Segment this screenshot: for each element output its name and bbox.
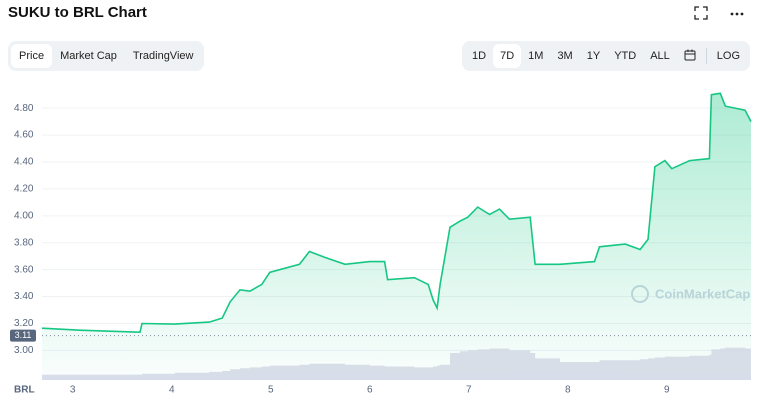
x-tick-label: 3 [70,385,76,396]
tab[interactable]: Market Cap [60,50,117,62]
title: SUKU to BRL Chart [8,4,147,21]
range-button[interactable]: 1Y [586,50,601,62]
current-price-box [10,329,36,342]
current-price-label: 3.11 [15,330,32,340]
y-tick-label: 4.40 [14,157,34,168]
price-area [42,93,751,381]
log-button[interactable]: LOG [716,50,740,62]
x-tick-label: 9 [664,385,670,396]
y-tick-label: 4.00 [14,210,34,221]
volume-area [42,347,751,380]
y-tick-label: 4.80 [14,103,34,114]
tab-bar: Price Market Cap TradingView [8,41,205,71]
range-button[interactable]: YTD [614,50,637,62]
x-tick-label: 5 [268,385,274,396]
x-tick-label: 4 [169,385,175,396]
tab[interactable]: TradingView [132,50,194,62]
price-line [41,92,752,334]
icons [694,6,744,20]
range-button[interactable]: 1M [528,50,544,62]
range-button[interactable]: 7D [493,44,522,68]
more-icon[interactable] [730,6,744,20]
range-button[interactable]: 1D [472,50,487,62]
y-tick-label: 3.80 [14,237,34,248]
tab[interactable]: Price [11,44,53,68]
y-tick-label: 3.00 [14,345,34,356]
currency-label: BRL [14,385,35,396]
y-tick-label: 3.40 [14,291,34,302]
x-tick-label: 7 [466,385,472,396]
x-tick-label: 6 [367,385,373,396]
range-button[interactable]: 3M [557,50,573,62]
y-tick-label: 4.20 [14,184,34,195]
y-tick-label: 3.20 [14,318,34,329]
y-tick-label: 4.60 [14,130,34,141]
range-bar: 1D 7D 1M 3M 1Y YTD ALL LOG [462,41,750,71]
range-button[interactable]: ALL [650,50,670,62]
y-tick-label: 3.60 [14,264,34,275]
calendar-button[interactable] [677,43,703,70]
x-tick-label: 8 [565,385,571,396]
fullscreen-icon[interactable] [694,6,708,20]
